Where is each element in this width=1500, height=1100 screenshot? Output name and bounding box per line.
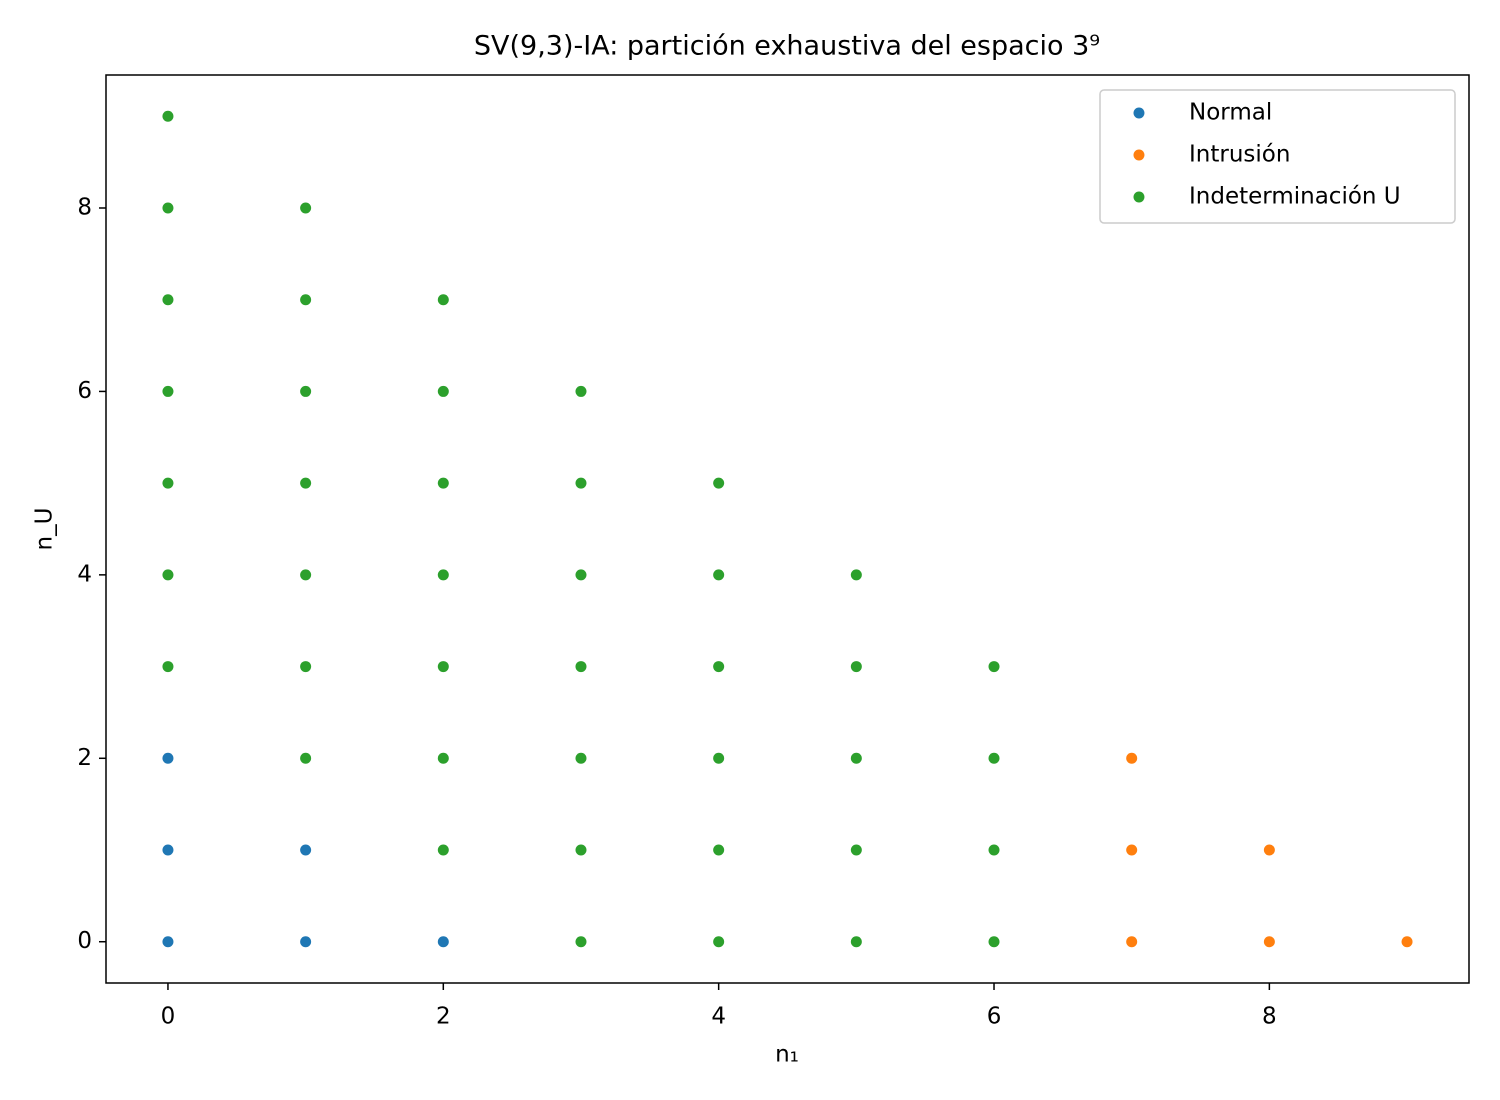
- scatter-point: [162, 569, 174, 581]
- scatter-point: [575, 752, 587, 764]
- scatter-point: [713, 661, 725, 673]
- x-tick-label: 0: [161, 1004, 176, 1030]
- scatter-point: [300, 936, 312, 948]
- y-tick-label: 0: [77, 928, 92, 954]
- scatter-point: [300, 844, 312, 856]
- scatter-point: [162, 294, 174, 306]
- scatter-point: [988, 661, 1000, 673]
- scatter-point: [850, 752, 862, 764]
- scatter-point: [437, 752, 449, 764]
- scatter-point: [162, 385, 174, 397]
- legend-marker: [1133, 107, 1145, 119]
- legend-marker: [1133, 149, 1145, 161]
- chart-title: SV(9,3)-IA: partición exhaustiva del esp…: [474, 31, 1100, 62]
- scatter-point: [713, 844, 725, 856]
- scatter-point: [162, 110, 174, 122]
- scatter-point: [1126, 752, 1138, 764]
- scatter-point: [1126, 844, 1138, 856]
- x-tick-label: 6: [987, 1004, 1002, 1030]
- scatter-point: [850, 936, 862, 948]
- scatter-point: [988, 844, 1000, 856]
- legend-label: Normal: [1189, 100, 1272, 126]
- scatter-point: [1126, 936, 1138, 948]
- scatter-point: [162, 202, 174, 214]
- scatter-point: [575, 477, 587, 489]
- scatter-point: [713, 936, 725, 948]
- legend-label: Indeterminación U: [1189, 184, 1401, 210]
- x-tick-label: 2: [436, 1004, 451, 1030]
- scatter-point: [300, 661, 312, 673]
- y-tick-label: 8: [77, 194, 92, 220]
- scatter-point: [988, 752, 1000, 764]
- scatter-point: [300, 385, 312, 397]
- scatter-point: [850, 844, 862, 856]
- legend-label: Intrusión: [1189, 142, 1290, 168]
- scatter-point: [300, 477, 312, 489]
- scatter-point: [437, 294, 449, 306]
- y-tick-label: 2: [77, 745, 92, 771]
- scatter-point: [437, 477, 449, 489]
- scatter-point: [300, 752, 312, 764]
- y-axis-label: n_U: [32, 508, 58, 551]
- scatter-point: [575, 844, 587, 856]
- scatter-point: [437, 936, 449, 948]
- scatter-point: [437, 844, 449, 856]
- x-axis-label: n₁: [775, 1042, 799, 1068]
- scatter-point: [713, 477, 725, 489]
- scatter-point: [437, 385, 449, 397]
- scatter-point: [575, 569, 587, 581]
- scatter-point: [437, 569, 449, 581]
- scatter-point: [162, 752, 174, 764]
- scatter-point: [300, 202, 312, 214]
- legend-marker: [1133, 191, 1145, 203]
- scatter-point: [575, 385, 587, 397]
- y-tick-label: 4: [77, 561, 92, 587]
- x-tick-label: 8: [1262, 1004, 1277, 1030]
- scatter-point: [1263, 936, 1275, 948]
- scatter-point: [575, 661, 587, 673]
- scatter-point: [162, 661, 174, 673]
- scatter-point: [162, 477, 174, 489]
- scatter-point: [713, 752, 725, 764]
- plot-frame: [105, 74, 1470, 984]
- scatter-point: [300, 294, 312, 306]
- scatter-point: [1263, 844, 1275, 856]
- scatter-point: [850, 569, 862, 581]
- legend-box: [1099, 89, 1456, 224]
- y-tick-label: 6: [77, 378, 92, 404]
- scatter-point: [162, 844, 174, 856]
- scatter-point: [850, 661, 862, 673]
- scatter-point: [437, 661, 449, 673]
- x-tick-label: 4: [711, 1004, 726, 1030]
- scatter-point: [713, 569, 725, 581]
- scatter-point: [575, 936, 587, 948]
- scatter-point: [162, 936, 174, 948]
- scatter-point: [300, 569, 312, 581]
- scatter-point: [1401, 936, 1413, 948]
- scatter-point: [988, 936, 1000, 948]
